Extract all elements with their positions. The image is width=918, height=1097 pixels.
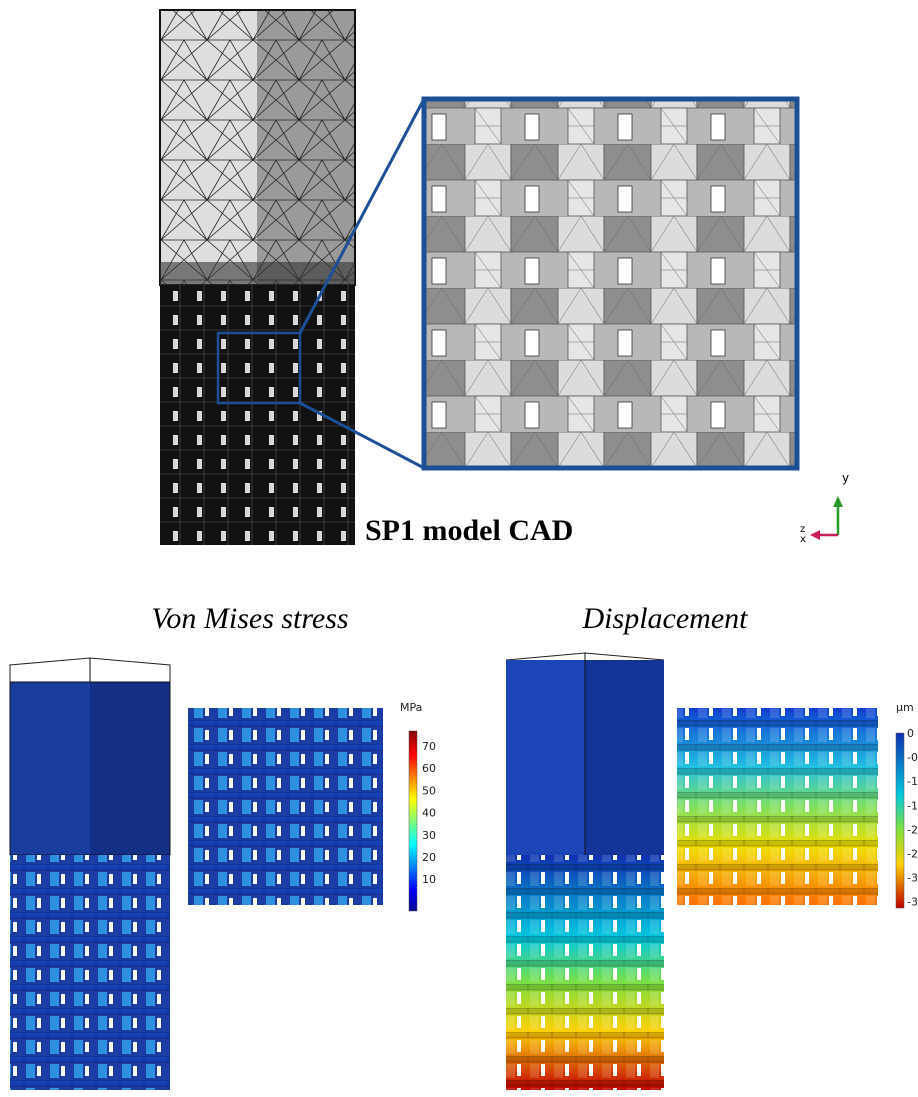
colorbar-tick-label: -3 <box>907 896 918 909</box>
shape <box>160 10 355 285</box>
colorbar-tick-label: -1 <box>907 775 918 788</box>
shape <box>506 855 664 1090</box>
colorbar-tick-label: 10 <box>422 873 436 886</box>
shape <box>10 682 90 855</box>
panel-title: Displacement <box>582 602 749 635</box>
colorbar-tick-label: 30 <box>422 829 436 842</box>
colorbar-tick-label: -2 <box>907 823 918 836</box>
shape <box>506 660 585 855</box>
shape <box>833 496 843 507</box>
colorbar-tick-label: 70 <box>422 740 436 753</box>
colorbar-unit: MPa <box>400 701 422 714</box>
colorbar-tick-label: 20 <box>422 851 436 864</box>
shape <box>896 733 904 908</box>
colorbar: µm 0 -0 -1 -1 -2 -2 -3 -3 <box>896 701 918 909</box>
colorbar-tick-label: 60 <box>422 762 436 775</box>
stress-model <box>10 658 383 1090</box>
panel-title: Von Mises stress <box>151 602 348 635</box>
colorbar-tick-label: 0 <box>907 727 914 740</box>
displacement-model <box>506 653 878 1090</box>
shape <box>677 708 878 905</box>
colorbar-tick-label: -1 <box>907 799 918 812</box>
shape <box>10 855 170 1090</box>
colorbar: MPa 70 60 50 40 30 20 10 <box>400 701 436 911</box>
colorbar-tick-label: 50 <box>422 784 436 797</box>
colorbar-tick-label: 40 <box>422 807 436 820</box>
colorbar-tick-label: -2 <box>907 848 918 861</box>
shape <box>409 731 417 911</box>
shape <box>585 660 664 855</box>
colorbar-tick-label: -3 <box>907 872 918 885</box>
shape <box>90 682 170 855</box>
cad-label: SP1 model CAD <box>365 514 573 547</box>
colorbar-tick-label: -0 <box>907 751 918 764</box>
shape <box>810 530 820 540</box>
colorbar-unit: µm <box>896 701 914 714</box>
axis-label: x <box>800 534 806 545</box>
shape <box>188 708 383 905</box>
cad-model <box>160 10 797 545</box>
shape <box>424 99 797 468</box>
figure: SP1 model CAD y z x Von Mises stress MPa… <box>0 0 918 1097</box>
group: 0 -0 -1 -1 -2 -2 -3 -3 <box>907 727 918 909</box>
axis-label: y <box>842 471 849 485</box>
axes-triad: y z x <box>800 471 849 545</box>
group: 70 60 50 40 30 20 10 <box>422 740 436 886</box>
